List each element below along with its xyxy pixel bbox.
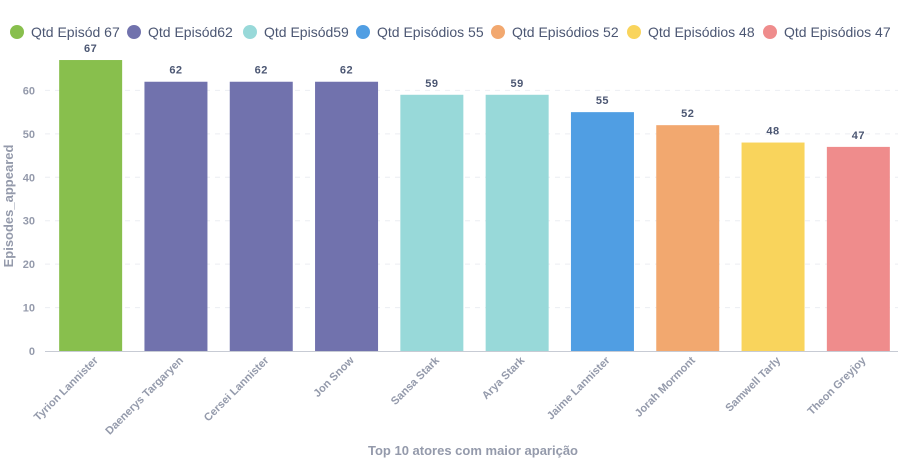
legend-label: Qtd Episódios 52 bbox=[512, 24, 619, 40]
y-tick-label: 20 bbox=[23, 259, 35, 271]
legend-item[interactable]: Qtd Episódios 55 bbox=[356, 22, 484, 42]
legend-item[interactable]: Qtd Episódios 48 bbox=[627, 22, 755, 42]
bar-value-labels: 67 62 62 62 59 59 55 52 48 47 bbox=[84, 43, 865, 142]
x-tick-label: Jaime Lannister bbox=[545, 354, 613, 422]
x-tick-label: Cersei Lannister bbox=[202, 354, 272, 424]
bar-value-label: 55 bbox=[596, 95, 609, 107]
bar-value-label: 62 bbox=[340, 65, 353, 77]
bar-value-label: 47 bbox=[852, 130, 865, 142]
bar-value-label: 62 bbox=[255, 65, 268, 77]
legend-color-dot bbox=[10, 25, 24, 39]
legend-color-dot bbox=[763, 25, 777, 39]
y-axis-title: Episodes_appeared bbox=[1, 145, 16, 268]
bar[interactable] bbox=[400, 94, 464, 352]
y-tick-label: 40 bbox=[23, 172, 35, 184]
legend-color-dot bbox=[627, 25, 641, 39]
legend-label: Qtd Episód 67 bbox=[31, 24, 120, 40]
y-tick-label: 0 bbox=[29, 346, 35, 358]
legend-color-dot bbox=[491, 25, 505, 39]
bar[interactable] bbox=[741, 142, 805, 351]
legend-color-dot bbox=[243, 25, 257, 39]
legend-color-dot bbox=[356, 25, 370, 39]
legend-item[interactable]: Qtd Episódios 47 bbox=[763, 22, 891, 42]
x-axis-ticks: Tyrion Lannister Daenerys Targaryen Cersei… bbox=[32, 354, 869, 437]
chart-legend: Qtd Episód 67 Qtd Episód62 Qtd Episód59 Qtd… bbox=[0, 22, 898, 42]
legend-label: Qtd Episódios 47 bbox=[784, 24, 891, 40]
y-tick-label: 60 bbox=[23, 85, 35, 97]
legend-label: Qtd Episód62 bbox=[148, 24, 233, 40]
legend-label: Qtd Episódios 55 bbox=[377, 24, 484, 40]
x-tick-label: Theon Greyjoy bbox=[806, 354, 870, 418]
x-axis-title: Top 10 atores com maior aparição bbox=[368, 443, 578, 458]
legend-label: Qtd Episódios 48 bbox=[648, 24, 755, 40]
bar-value-label: 59 bbox=[511, 78, 524, 90]
legend-color-dot bbox=[127, 25, 141, 39]
bar-value-label: 52 bbox=[681, 108, 694, 120]
bar[interactable] bbox=[570, 112, 634, 352]
bar[interactable] bbox=[656, 125, 720, 352]
y-tick-label: 30 bbox=[23, 216, 35, 228]
legend-item[interactable]: Qtd Episód 67 bbox=[10, 22, 120, 42]
bar[interactable] bbox=[485, 94, 549, 352]
bar-value-label: 62 bbox=[169, 65, 182, 77]
bar[interactable] bbox=[826, 146, 890, 351]
bar-value-label: 67 bbox=[84, 43, 97, 55]
bar[interactable] bbox=[144, 81, 208, 351]
legend-item[interactable]: Qtd Episód59 bbox=[243, 22, 349, 42]
y-tick-label: 10 bbox=[23, 303, 35, 315]
x-tick-label: Daenerys Targaryen bbox=[103, 354, 186, 437]
x-tick-label: Sansa Stark bbox=[389, 354, 443, 408]
legend-label: Qtd Episód59 bbox=[264, 24, 349, 40]
x-tick-label: Arya Stark bbox=[480, 354, 528, 402]
x-tick-label: Jorah Mormont bbox=[633, 354, 698, 419]
bar[interactable] bbox=[59, 60, 123, 352]
bar[interactable] bbox=[229, 81, 293, 351]
bar[interactable] bbox=[315, 81, 379, 351]
legend-item[interactable]: Qtd Episódios 52 bbox=[491, 22, 619, 42]
x-tick-label: Samwell Tarly bbox=[723, 354, 783, 414]
legend-item[interactable]: Qtd Episód62 bbox=[127, 22, 233, 42]
bars bbox=[59, 60, 890, 352]
x-tick-label: Jon Snow bbox=[311, 354, 357, 400]
y-axis-ticks: 0 10 20 30 40 50 60 bbox=[23, 85, 35, 358]
y-tick-label: 50 bbox=[23, 129, 35, 141]
bar-value-label: 48 bbox=[766, 126, 779, 138]
x-tick-label: Tyrion Lannister bbox=[32, 354, 101, 423]
bar-value-label: 59 bbox=[425, 78, 438, 90]
